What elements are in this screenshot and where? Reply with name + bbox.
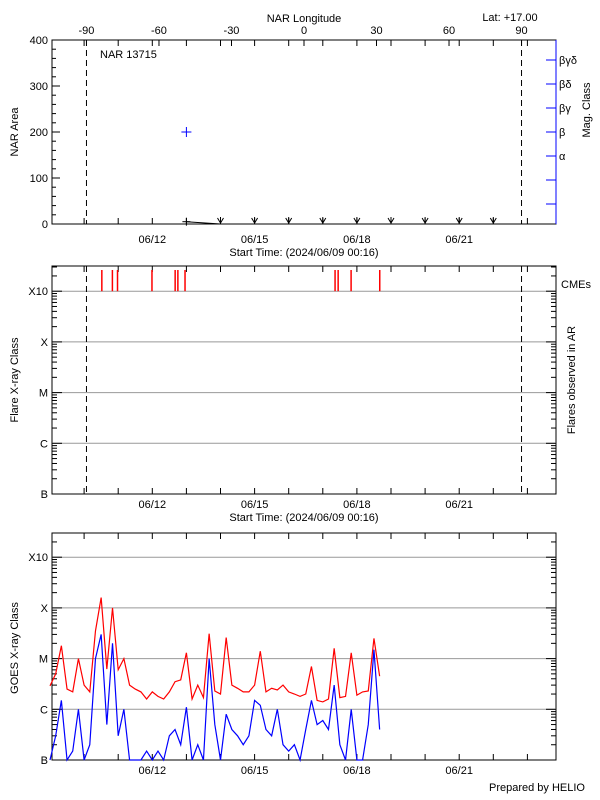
- flare-y-tick-label: X10: [28, 286, 48, 298]
- mag-class-tick-label: βγδ: [559, 55, 577, 67]
- longitude-tick-label: -90: [79, 25, 95, 37]
- upper-limit-arrow-marker: [455, 217, 463, 224]
- flare-x-tick-label: 06/21: [445, 499, 473, 511]
- area-y-tick-label: 100: [30, 173, 48, 185]
- mag-class-tick-label: βδ: [559, 79, 571, 91]
- flare-x-tick-label: 06/12: [139, 499, 167, 511]
- goes-y-tick-label: M: [39, 654, 48, 666]
- area-x-tick-label: 06/15: [241, 234, 269, 246]
- goes-panel-frame: [51, 532, 557, 761]
- area-x-axis-label: Start Time: (2024/06/09 00:16): [229, 247, 378, 259]
- goes-x-tick-label: 06/18: [343, 765, 371, 777]
- area-y-axis-label: NAR Area: [9, 107, 21, 157]
- goes-x-tick-label: 06/12: [139, 765, 167, 777]
- flare-x-tick-label: 06/15: [241, 499, 269, 511]
- goes-y-tick-label: B: [41, 755, 48, 767]
- area-y-tick-label: 300: [30, 81, 48, 93]
- prepared-by-credit: Prepared by HELIO: [489, 782, 585, 794]
- longitude-tick-label: 30: [370, 25, 382, 37]
- latitude-label: Lat: +17.00: [482, 12, 537, 24]
- upper-limit-arrow-marker: [217, 217, 224, 224]
- longitude-tick-label: 60: [443, 25, 455, 37]
- area-x-tick-label: 06/21: [445, 234, 473, 246]
- mag-class-axis-label: Mag. Class: [581, 82, 593, 138]
- flare-y-axis-label: Flare X-ray Class: [9, 337, 21, 422]
- area-x-tick-label: 06/18: [343, 234, 371, 246]
- area-series-line: [186, 221, 221, 225]
- upper-limit-arrow-marker: [251, 217, 259, 224]
- upper-limit-arrow-marker: [353, 217, 361, 224]
- flare-panel-frame: [51, 265, 557, 495]
- goes-long-series-line: [49, 597, 381, 703]
- upper-limit-arrow-marker: [387, 217, 395, 224]
- longitude-tick-label: -30: [224, 25, 240, 37]
- goes-x-tick-label: 06/15: [241, 765, 269, 777]
- flare-y-tick-label: X: [41, 337, 49, 349]
- longitude-tick-label: 90: [515, 25, 527, 37]
- flare-x-tick-label: 06/18: [343, 499, 371, 511]
- goes-x-tick-label: 06/21: [445, 765, 473, 777]
- longitude-tick-label: -60: [151, 25, 167, 37]
- longitude-axis-label: NAR Longitude: [267, 13, 342, 25]
- goes-y-tick-label: X: [41, 603, 49, 615]
- mag-class-tick-label: βγ: [559, 103, 571, 115]
- area-y-tick-label: 0: [42, 219, 48, 231]
- goes-y-tick-label: C: [40, 704, 48, 716]
- mag-class-tick-label: α: [559, 151, 566, 163]
- longitude-tick-label: 0: [301, 25, 307, 37]
- upper-limit-arrow-marker: [319, 217, 327, 224]
- upper-limit-arrow-marker: [421, 217, 429, 224]
- upper-limit-arrow-marker: [489, 217, 497, 224]
- flare-y2-axis-label: Flares observed in AR: [566, 326, 578, 434]
- goes-y-tick-label: X10: [28, 552, 48, 564]
- flare-y-tick-label: C: [40, 438, 48, 450]
- area-panel-frame: [51, 39, 557, 225]
- area-y-tick-label: 400: [30, 35, 48, 47]
- cme-label: CMEs: [561, 279, 591, 291]
- mag-class-tick-label: β: [559, 127, 565, 139]
- flare-y-tick-label: M: [39, 388, 48, 400]
- goes-short-series-line: [49, 634, 381, 763]
- area-x-tick-label: 06/12: [139, 234, 167, 246]
- flare-x-axis-label: Start Time: (2024/06/09 00:16): [229, 512, 378, 524]
- goes-y-axis-label: GOES X-ray Class: [9, 602, 21, 694]
- flare-y-tick-label: B: [41, 489, 48, 501]
- area-y-tick-label: 200: [30, 127, 48, 139]
- region-title: NAR 13715: [100, 49, 157, 61]
- upper-limit-arrow-marker: [285, 217, 293, 224]
